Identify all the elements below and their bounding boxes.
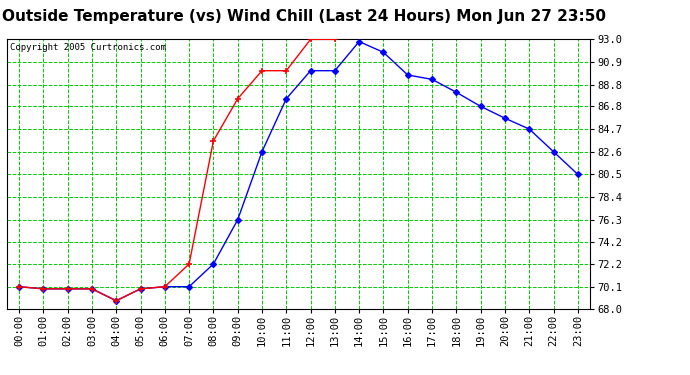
Text: Copyright 2005 Curtronics.com: Copyright 2005 Curtronics.com xyxy=(10,44,166,52)
Text: Outside Temperature (vs) Wind Chill (Last 24 Hours) Mon Jun 27 23:50: Outside Temperature (vs) Wind Chill (Las… xyxy=(1,9,606,24)
